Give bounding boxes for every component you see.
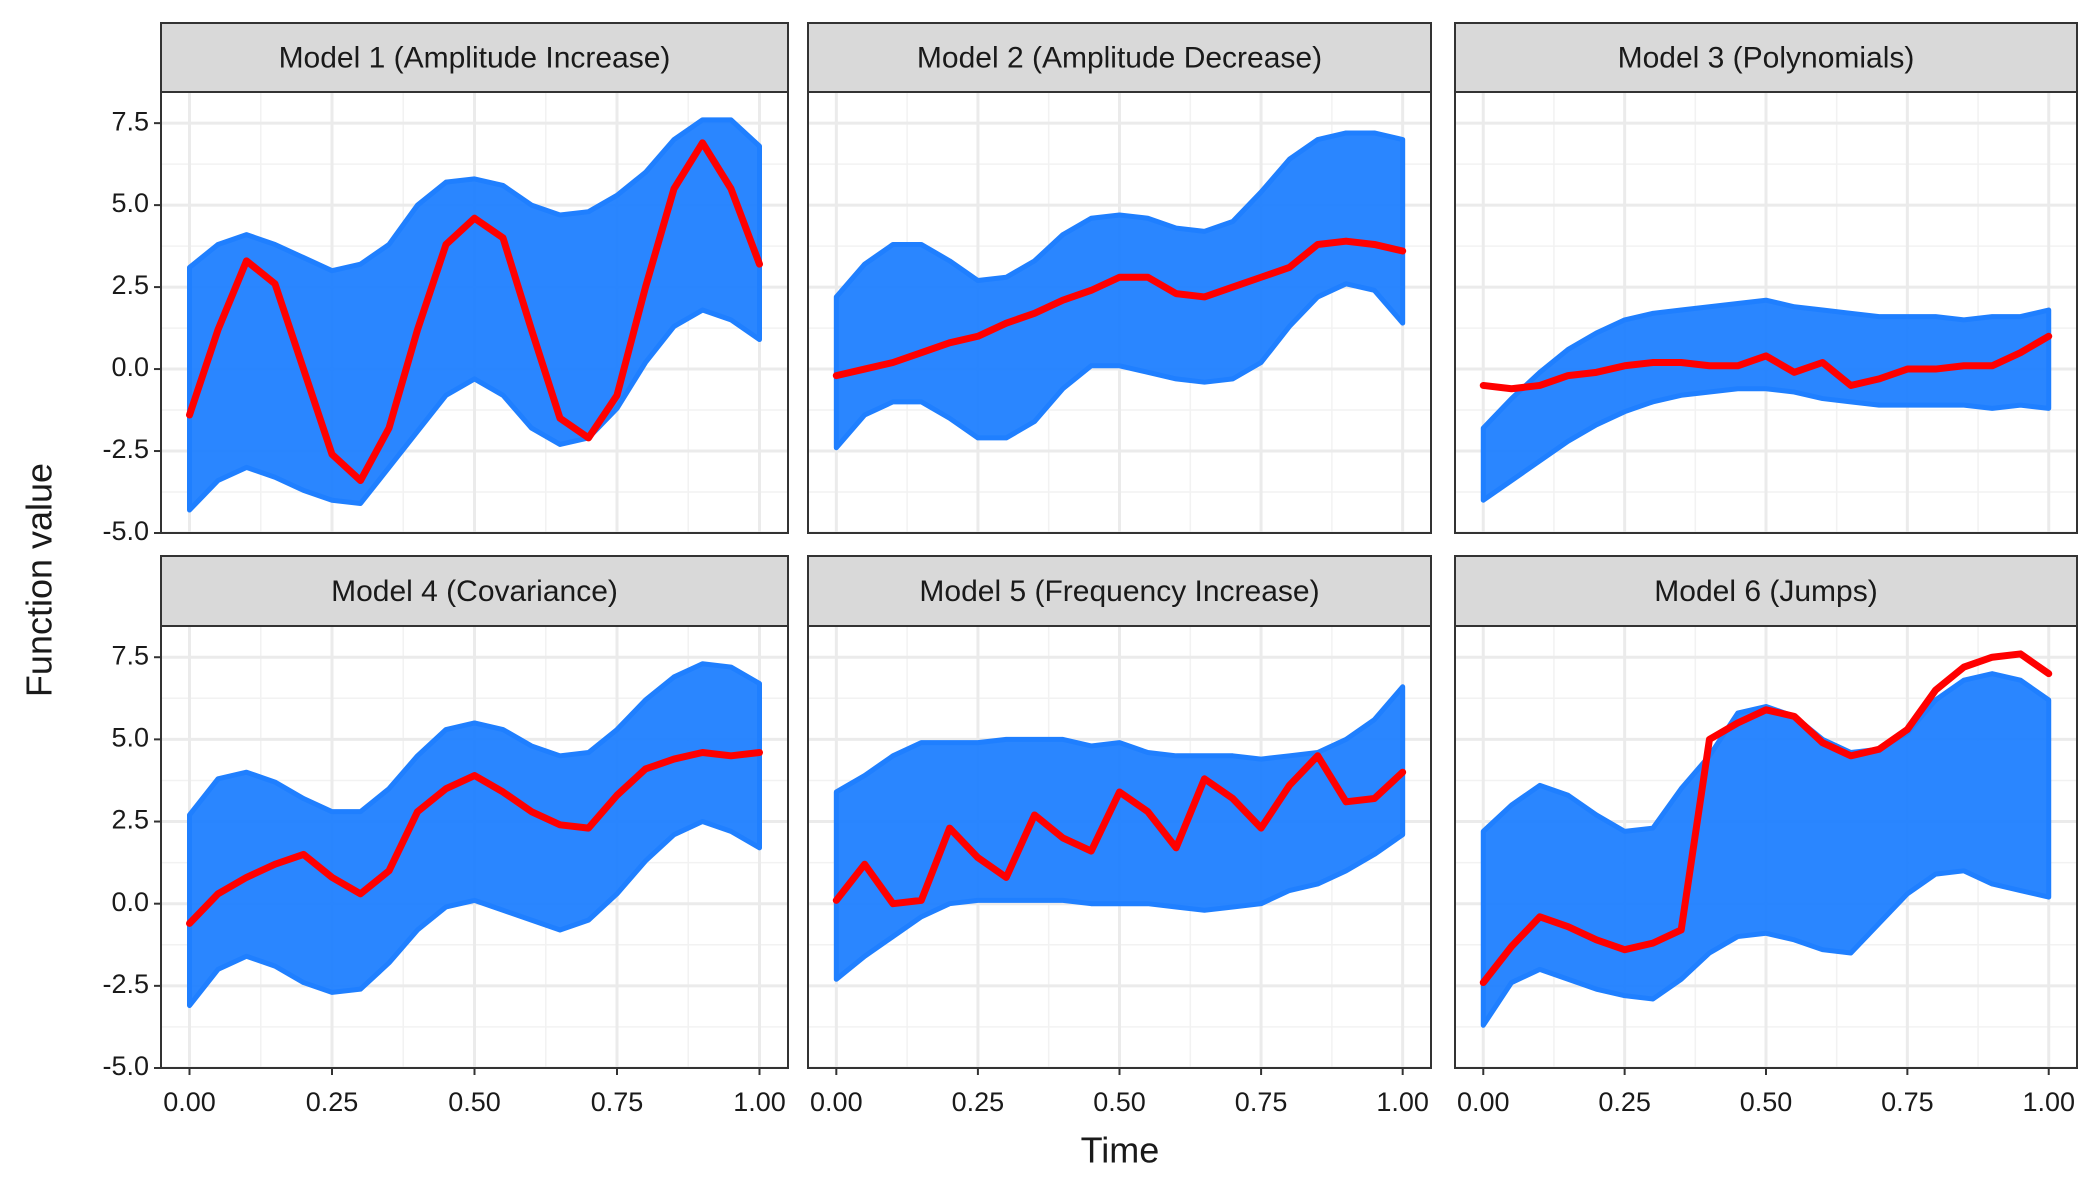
x-tick-label: 1.00 xyxy=(2022,1087,2075,1117)
panel xyxy=(808,626,1431,1068)
curve-band xyxy=(187,661,762,1009)
y-tick-label: 7.5 xyxy=(111,106,149,136)
strip xyxy=(807,22,1432,93)
strip-title: Model 4 (Covariance) xyxy=(331,575,618,608)
x-tick-label: 1.00 xyxy=(733,1087,786,1117)
y-tick-label: 0.0 xyxy=(111,352,149,382)
y-tick-label: 7.5 xyxy=(111,640,149,670)
x-tick-label: 1.00 xyxy=(1376,1087,1429,1117)
outlier-line xyxy=(1479,332,2053,393)
y-tick-label: -2.5 xyxy=(102,434,149,464)
y-axis-label: Function value xyxy=(19,463,60,697)
y-tick-label: 2.5 xyxy=(111,805,149,835)
outlier-line xyxy=(1479,650,2053,987)
strip xyxy=(160,555,789,627)
panel xyxy=(161,92,788,533)
x-tick-label: 0.50 xyxy=(448,1087,501,1117)
strip-title: Model 3 (Polynomials) xyxy=(1618,41,1915,74)
panel xyxy=(1455,92,2077,533)
x-tick-label: 0.00 xyxy=(810,1087,863,1117)
strip-title: Model 1 (Amplitude Increase) xyxy=(279,41,671,74)
curve-band xyxy=(187,117,762,513)
x-tick-label: 0.75 xyxy=(1235,1087,1288,1117)
x-tick-label: 0.25 xyxy=(306,1087,359,1117)
outlier-line xyxy=(186,749,763,927)
x-tick-label: 0.75 xyxy=(591,1087,644,1117)
strip xyxy=(160,22,789,93)
panel xyxy=(161,626,788,1068)
panel xyxy=(808,92,1431,533)
y-tick-label: 0.0 xyxy=(111,887,149,917)
x-axis-label: Time xyxy=(1081,1130,1160,1171)
strip xyxy=(807,555,1432,627)
curve-band xyxy=(833,130,1406,451)
curve-band xyxy=(833,684,1406,982)
curve-band xyxy=(1480,671,2052,1028)
x-tick-label: 0.50 xyxy=(1740,1087,1793,1117)
outlier-line xyxy=(832,237,1407,380)
y-tick-label: 5.0 xyxy=(111,188,149,218)
x-tick-label: 0.75 xyxy=(1881,1087,1934,1117)
strip xyxy=(1454,22,2078,93)
strip-title: Model 2 (Amplitude Decrease) xyxy=(917,41,1322,74)
y-tick-label: -2.5 xyxy=(102,969,149,999)
x-tick-label: 0.50 xyxy=(1093,1087,1146,1117)
outlier-line xyxy=(186,139,763,485)
x-tick-label: 0.25 xyxy=(952,1087,1005,1117)
strip-title: Model 5 (Frequency Increase) xyxy=(919,575,1319,608)
y-tick-label: 5.0 xyxy=(111,723,149,753)
x-tick-label: 0.25 xyxy=(1598,1087,1651,1117)
y-tick-label: -5.0 xyxy=(102,1051,149,1081)
x-tick-label: 0.00 xyxy=(163,1087,216,1117)
curve-band xyxy=(1480,297,2052,503)
strip-title: Model 6 (Jumps) xyxy=(1654,575,1877,608)
outlier-line xyxy=(832,752,1407,908)
x-tick-label: 0.00 xyxy=(1457,1087,1510,1117)
panel xyxy=(1455,626,2077,1068)
strip xyxy=(1454,555,2078,627)
y-tick-label: -5.0 xyxy=(102,516,149,546)
y-tick-label: 2.5 xyxy=(111,270,149,300)
